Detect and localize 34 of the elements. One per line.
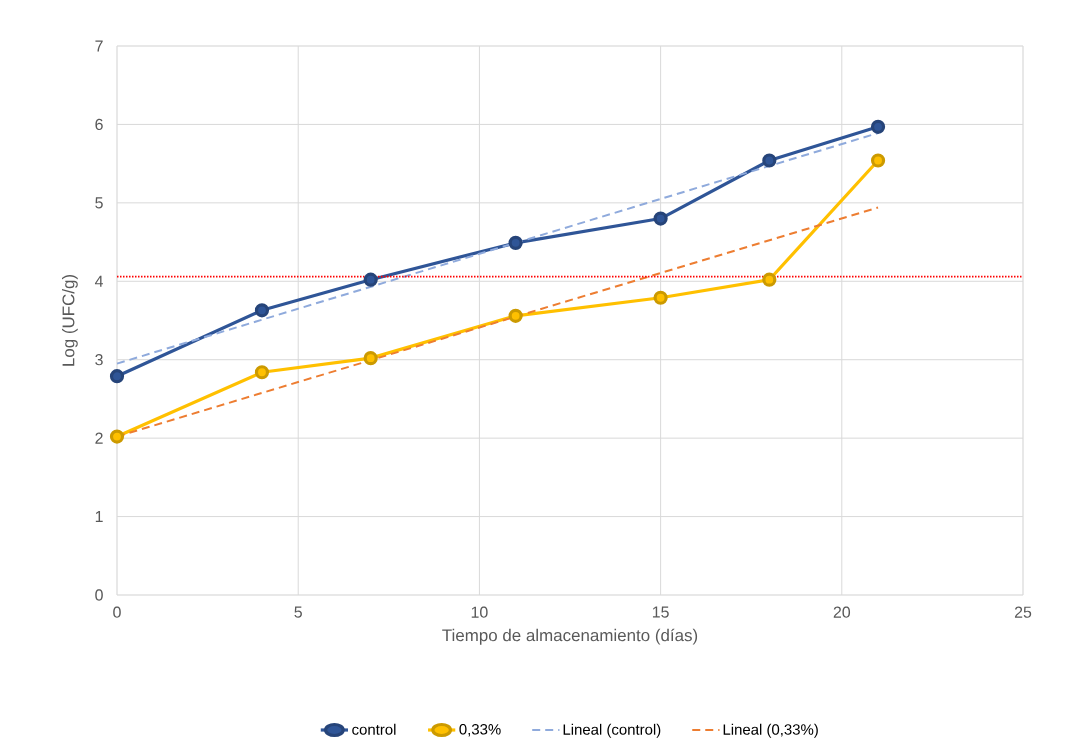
x-axis-title: Tiempo de almacenamiento (días) xyxy=(442,628,698,645)
point xyxy=(363,272,378,287)
y-tick-label: 1 xyxy=(95,511,103,523)
y-tick-label: 2 xyxy=(95,432,103,444)
legend-label: Lineal (control) xyxy=(563,723,661,738)
x-tick-label: 0 xyxy=(113,606,121,618)
legend-label: Lineal (0,33%) xyxy=(723,723,818,738)
point xyxy=(653,290,668,305)
y-tick-label: 5 xyxy=(95,197,103,209)
legend-label: 0,33% xyxy=(459,724,501,737)
point xyxy=(254,365,270,380)
x-tick-label: 10 xyxy=(471,606,488,618)
x-tick-label: 15 xyxy=(652,606,669,618)
y-tick-label: 7 xyxy=(95,40,103,52)
point xyxy=(254,303,270,318)
point xyxy=(762,272,777,287)
point xyxy=(109,369,125,384)
y-axis-title: Log (UFC/g) xyxy=(62,274,78,366)
point xyxy=(363,351,378,366)
y-tick-label: 0 xyxy=(95,589,103,601)
x-tick-label: 20 xyxy=(833,606,851,618)
point xyxy=(109,429,125,444)
x-tick-label: 25 xyxy=(1014,606,1032,618)
x-tick-label: 5 xyxy=(294,606,302,618)
y-tick-label: 6 xyxy=(95,118,103,131)
point xyxy=(870,153,886,168)
y-tick-label: 4 xyxy=(94,275,104,287)
y-tick-label: 3 xyxy=(95,354,103,366)
point xyxy=(508,235,523,250)
point xyxy=(508,308,523,323)
point xyxy=(653,211,668,226)
point xyxy=(870,119,886,134)
legend-label: control xyxy=(352,723,396,735)
point xyxy=(762,153,777,168)
